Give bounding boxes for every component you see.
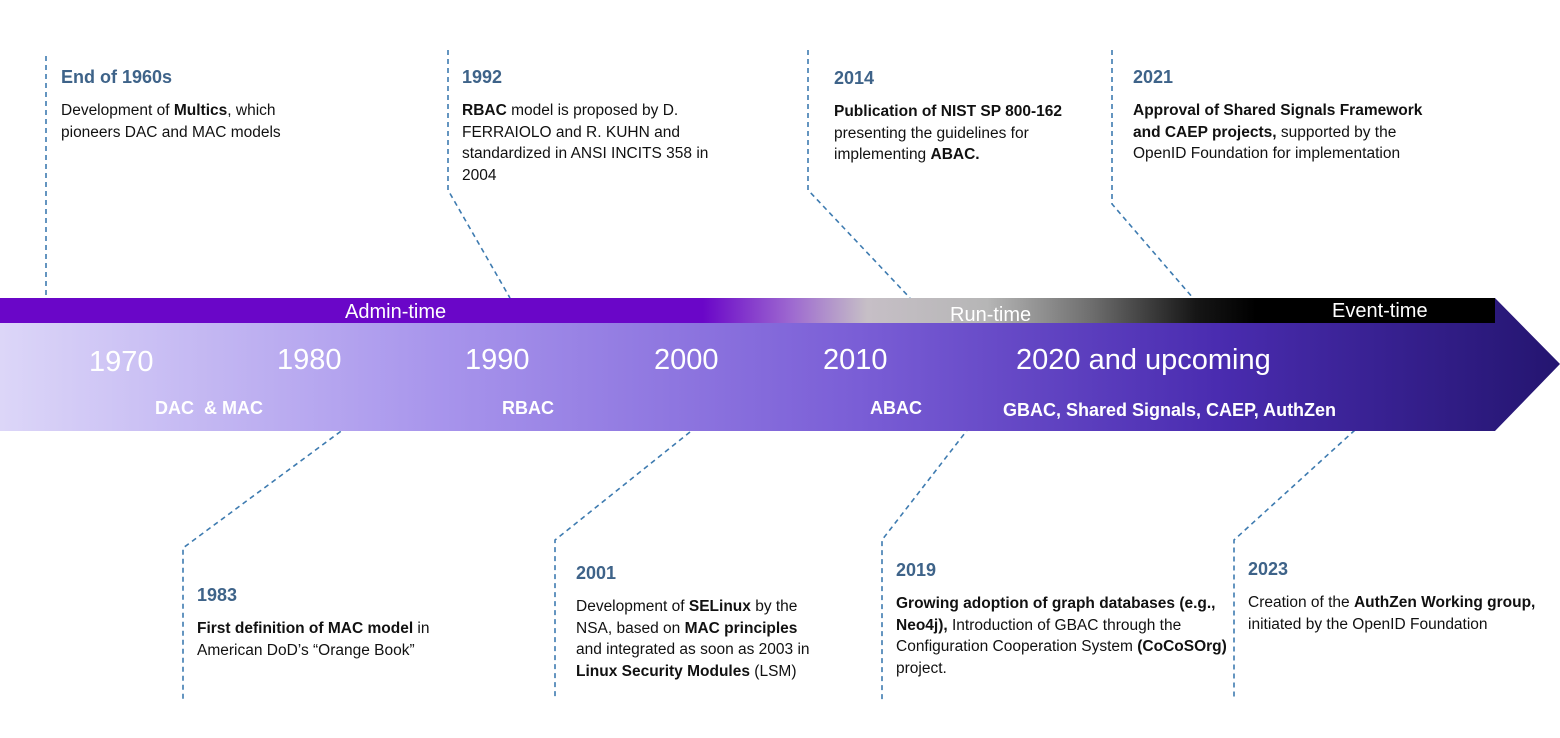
event-2023: 2023 Creation of the AuthZen Working gro… [1248, 558, 1538, 635]
decade-label: 1970 [89, 346, 154, 378]
event-description: Publication of NIST SP 800-162 presentin… [834, 103, 1062, 163]
decade-label: 1990 [465, 344, 530, 376]
event-end-of-1960s: End of 1960s Development of Multics, whi… [61, 66, 323, 143]
event-description: RBAC model is proposed by D. FERRAIOLO a… [462, 102, 709, 184]
event-description: Approval of Shared Signals Framework and… [1133, 102, 1423, 162]
event-year: 1992 [462, 67, 503, 87]
model-label: RBAC [502, 398, 554, 418]
decade-label: 1980 [277, 344, 342, 376]
decade-label: 2010 [823, 344, 888, 376]
event-year: End of 1960s [61, 67, 173, 87]
event-2021: 2021 Approval of Shared Signals Framewor… [1133, 66, 1423, 165]
model-label: ABAC [870, 398, 922, 418]
event-year: 2019 [896, 560, 937, 580]
event-2019: 2019 Growing adoption of graph databases… [896, 559, 1236, 679]
connector-2023 [1233, 429, 1356, 700]
event-1983: 1983 First definition of MAC model in Am… [197, 584, 467, 661]
band-label-event-time: Event-time [1332, 300, 1428, 322]
decade-label: 2000 [654, 344, 719, 376]
band-label-admin-time: Admin-time [345, 301, 447, 323]
event-description: Development of Multics, which pioneers D… [61, 102, 281, 141]
event-year: 2021 [1133, 67, 1174, 87]
event-description: First definition of MAC model in America… [197, 620, 430, 659]
connectors [45, 50, 1356, 700]
event-1992: 1992 RBAC model is proposed by D. FERRAI… [462, 66, 742, 186]
event-year: 2023 [1248, 559, 1289, 579]
event-2014: 2014 Publication of NIST SP 800-162 pres… [834, 67, 1088, 166]
event-year: 1983 [197, 585, 238, 605]
connector-2021 [1111, 50, 1194, 299]
event-description: Creation of the AuthZen Working group, i… [1248, 594, 1536, 633]
timeline-arrow [0, 298, 1560, 431]
time-band [0, 298, 1495, 323]
event-description: Growing adoption of graph databases (e.g… [896, 595, 1227, 677]
connector-1992 [447, 50, 511, 299]
model-label: DAC & MAC [155, 398, 263, 418]
event-description: Development of SELinux by the NSA, based… [576, 598, 810, 680]
connector-1983 [182, 425, 349, 700]
event-2001: 2001 Development of SELinux by the NSA, … [576, 562, 824, 682]
connector-2014 [807, 50, 911, 299]
band-label-run-time: Run-time [950, 304, 1032, 326]
decade-label: 2020 and upcoming [1016, 344, 1271, 376]
connector-2001 [554, 431, 691, 700]
model-label: GBAC, Shared Signals, CAEP, AuthZen [1003, 400, 1337, 420]
event-year: 2014 [834, 68, 875, 88]
event-year: 2001 [576, 563, 617, 583]
